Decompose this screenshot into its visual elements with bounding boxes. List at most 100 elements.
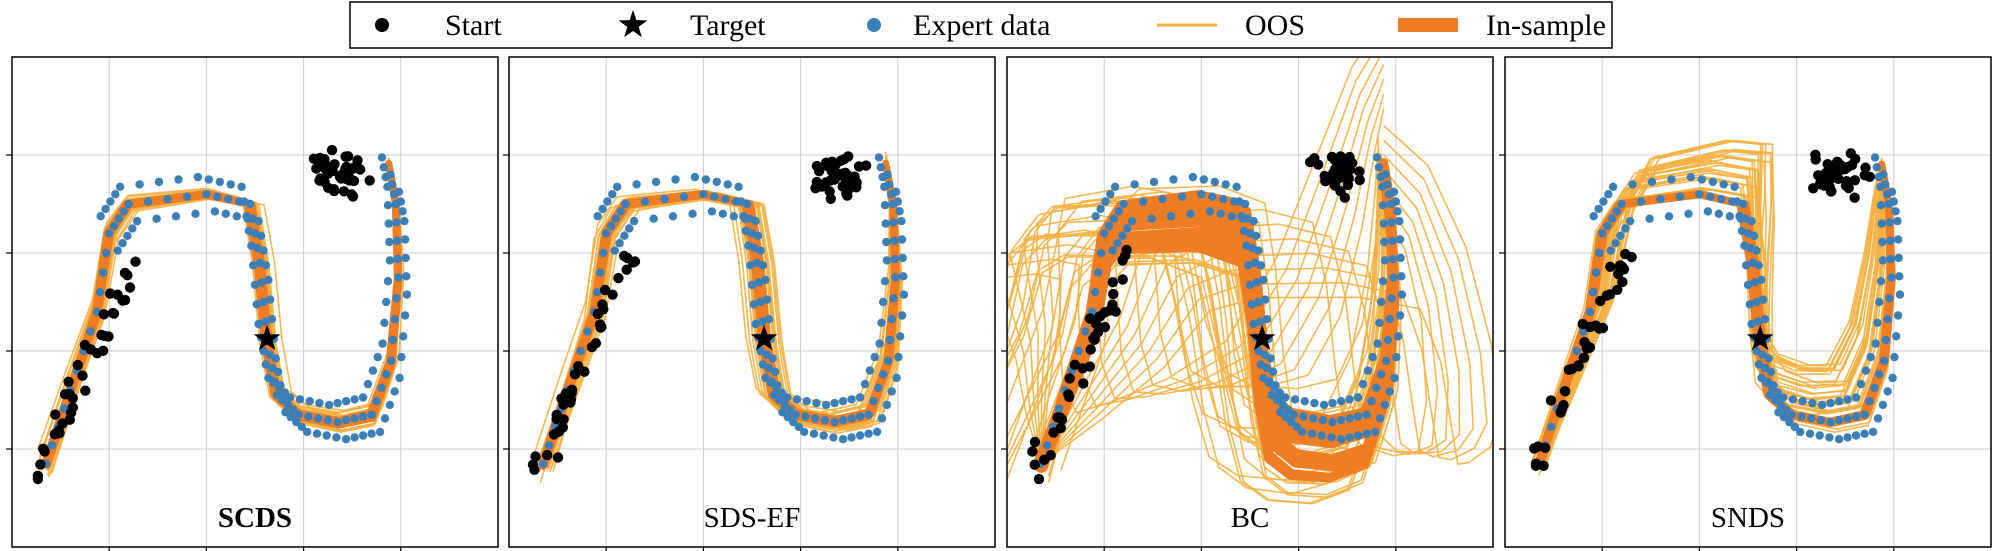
expert-data-point <box>699 190 708 199</box>
expert-data-point <box>315 398 324 408</box>
expert-data-point <box>1379 219 1388 228</box>
expert-data-point <box>385 256 395 265</box>
expert-data-point <box>1885 218 1894 227</box>
expert-data-point <box>1219 194 1228 204</box>
expert-data-point <box>1877 219 1886 228</box>
expert-data-point <box>115 182 125 191</box>
expert-data-point <box>388 335 398 345</box>
expert-data-point <box>1606 246 1615 255</box>
panel-bc: BC <box>1001 56 1494 551</box>
expert-data-point <box>883 356 893 365</box>
start-point <box>826 165 837 177</box>
expert-data-point <box>1256 360 1266 369</box>
expert-data-point <box>1266 354 1275 363</box>
oos-trajectories <box>1007 57 1493 505</box>
expert-data-point <box>1747 216 1756 226</box>
expert-data-point <box>718 209 727 218</box>
expert-data-point <box>1328 398 1337 408</box>
expert-data-point <box>615 239 624 248</box>
expert-data-point <box>1392 352 1401 362</box>
expert-data-point <box>1249 216 1258 226</box>
panel-scds: SCDS <box>6 56 499 551</box>
start-points <box>1529 148 1875 471</box>
expert-data-point <box>1798 397 1807 406</box>
oos-trajectory <box>1040 139 1488 465</box>
oos-trajectory <box>1009 57 1381 464</box>
expert-data-point <box>1108 246 1117 255</box>
expert-data-point <box>210 207 220 216</box>
expert-data-point <box>1743 280 1753 290</box>
expert-data-point <box>1380 237 1389 247</box>
expert-data-point <box>249 261 258 270</box>
expert-data-point <box>1249 319 1258 329</box>
start-point <box>1029 436 1041 448</box>
start-point <box>821 157 832 168</box>
oos-trajectory <box>1007 160 1385 455</box>
expert-data-point <box>386 356 396 365</box>
expert-data-point <box>576 346 585 356</box>
expert-data-point <box>1579 327 1588 336</box>
expert-data-point <box>612 182 622 191</box>
start-point <box>1582 341 1593 352</box>
start-point <box>841 169 853 180</box>
expert-data-point <box>152 214 161 223</box>
expert-data-point <box>1397 272 1406 281</box>
expert-data-point <box>1591 268 1601 277</box>
expert-data-point <box>1289 410 1298 419</box>
expert-data-point <box>375 427 385 437</box>
expert-data-point <box>1697 175 1707 184</box>
start-point <box>117 295 128 306</box>
expert-data-point <box>1281 393 1290 402</box>
expert-data-point <box>215 177 224 187</box>
expert-data-point <box>625 224 634 233</box>
expert-data-point <box>390 387 399 396</box>
expert-data-point <box>1149 177 1159 187</box>
expert-data-point <box>272 390 282 400</box>
expert-data-point <box>1779 412 1789 422</box>
start-point <box>347 163 358 174</box>
expert-data-point <box>764 315 774 324</box>
start-point <box>1545 395 1557 406</box>
panel-sds-ef: SDS-EF <box>503 56 996 551</box>
expert-data-point <box>367 429 376 438</box>
expert-data-point <box>1262 315 1272 324</box>
expert-data-point <box>1254 246 1263 255</box>
start-point <box>1339 192 1351 203</box>
expert-data-point <box>1081 327 1090 336</box>
expert-data-point <box>865 366 875 375</box>
start-point <box>1055 412 1066 423</box>
expert-data-point <box>620 231 629 240</box>
expert-data-point <box>1760 363 1770 373</box>
expert-data-point <box>1307 429 1317 438</box>
expert-data-point <box>897 235 907 244</box>
expert-data-point <box>1114 207 1124 216</box>
expert-data-point <box>1893 235 1903 244</box>
expert-data-point <box>1883 387 1892 396</box>
expert-data-point <box>1868 427 1878 437</box>
expert-data-point <box>384 219 393 228</box>
expert-data-point <box>783 393 792 402</box>
expert-data-point <box>1394 332 1403 341</box>
expert-data-point <box>592 288 602 297</box>
expert-data-point <box>895 207 904 216</box>
expert-data-point <box>1298 427 1307 437</box>
expert-data-point <box>1617 199 1626 209</box>
expert-data-point <box>1123 224 1132 233</box>
start-point <box>1578 352 1590 363</box>
expert-data-point <box>1317 431 1326 440</box>
expert-data-point <box>266 295 275 304</box>
expert-data-point <box>399 332 408 341</box>
expert-data-point <box>1879 170 1888 179</box>
legend-target-label: Target <box>690 9 766 42</box>
start-point <box>529 464 540 475</box>
expert-data-point <box>896 332 905 341</box>
expert-data-point <box>382 370 391 379</box>
start-point <box>1830 168 1842 180</box>
expert-data-point <box>1843 414 1852 423</box>
expert-data-point <box>363 379 373 389</box>
expert-data-point <box>394 187 404 196</box>
expert-data-point <box>1805 429 1815 438</box>
expert-data-point <box>1273 394 1283 403</box>
start-point <box>32 473 44 485</box>
expert-data-point <box>1300 397 1309 406</box>
